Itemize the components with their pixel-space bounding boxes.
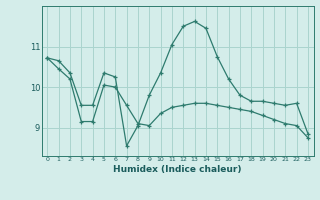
X-axis label: Humidex (Indice chaleur): Humidex (Indice chaleur): [113, 165, 242, 174]
